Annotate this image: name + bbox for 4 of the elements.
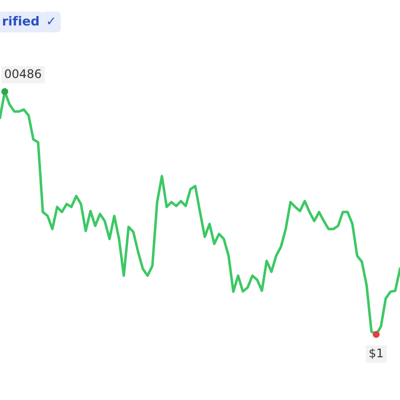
text: 00486 xyxy=(4,69,41,78)
text: rified xyxy=(3,16,39,26)
text: ✓ xyxy=(48,18,54,24)
text: $1 xyxy=(370,348,383,360)
